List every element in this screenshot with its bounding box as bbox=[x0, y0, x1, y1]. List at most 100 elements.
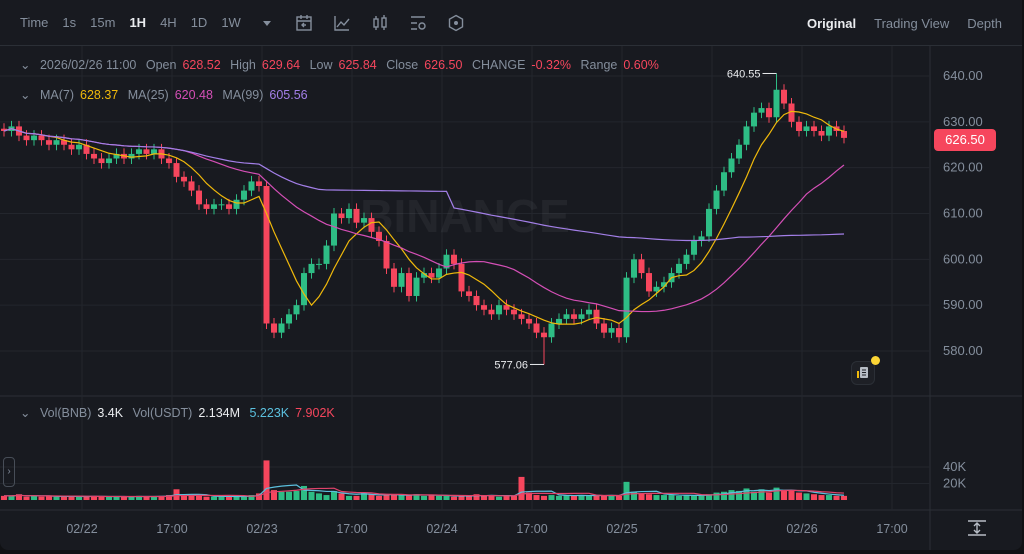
volume-bar bbox=[713, 492, 720, 500]
candle-body bbox=[758, 108, 765, 113]
volume-bar bbox=[278, 491, 285, 500]
watermark-logo: BINANCE bbox=[360, 190, 570, 242]
timeframe-1h[interactable]: 1H bbox=[129, 15, 147, 30]
volume-bar bbox=[151, 496, 157, 500]
candle-body bbox=[233, 199, 240, 209]
volume-bar bbox=[578, 495, 585, 500]
candle-body bbox=[383, 240, 390, 269]
volume-bar bbox=[548, 495, 555, 500]
timeframe-4h[interactable]: 4H bbox=[160, 15, 177, 30]
candle-body bbox=[796, 121, 802, 131]
price-tick-label: 640.00 bbox=[943, 68, 983, 83]
volume-bar bbox=[751, 491, 757, 500]
candle-body bbox=[436, 268, 442, 278]
vol-usdt-label: Vol(USDT) bbox=[132, 406, 193, 420]
volume-bar bbox=[661, 495, 667, 500]
candle-body bbox=[353, 208, 360, 223]
candle-body bbox=[308, 263, 315, 274]
candle-body bbox=[413, 277, 420, 296]
view-depth[interactable]: Depth bbox=[967, 15, 1002, 31]
candle-body bbox=[803, 126, 810, 131]
volume-bar bbox=[526, 492, 532, 500]
range-value: 0.60% bbox=[623, 58, 659, 72]
vol-ma5-value: 5.223K bbox=[249, 406, 290, 420]
candle-body bbox=[211, 204, 217, 209]
volume-bar bbox=[736, 490, 742, 500]
candle-body bbox=[263, 185, 270, 324]
timeframe-1s[interactable]: 1s bbox=[62, 15, 77, 30]
news-button[interactable] bbox=[851, 356, 880, 385]
timeframe-time[interactable]: Time bbox=[20, 15, 49, 30]
view-trading-view[interactable]: Trading View bbox=[874, 15, 950, 31]
volume-bar bbox=[488, 495, 495, 500]
candle-body bbox=[181, 176, 187, 182]
hexagon-settings-icon[interactable] bbox=[447, 14, 465, 32]
vol-bnb-value: 3.4K bbox=[97, 406, 124, 420]
candle-body bbox=[428, 273, 435, 278]
volume-bar bbox=[466, 495, 472, 500]
candle-body bbox=[653, 286, 660, 292]
close-label: Close bbox=[386, 58, 419, 72]
high-marker-label: 640.55 bbox=[727, 68, 761, 80]
time-tick-label: 17:00 bbox=[336, 522, 367, 536]
candle-body bbox=[451, 254, 457, 264]
volume-bar bbox=[803, 493, 810, 500]
candle-body bbox=[661, 282, 667, 287]
volume-bar bbox=[203, 496, 210, 500]
candle-body bbox=[398, 273, 405, 287]
volume-bar bbox=[668, 495, 675, 500]
volume-bar bbox=[16, 494, 22, 500]
volume-bar bbox=[616, 495, 622, 500]
fit-scale-glyph bbox=[968, 520, 986, 536]
candle-body bbox=[196, 190, 202, 205]
line-chart-icon[interactable] bbox=[333, 14, 351, 32]
candle-body bbox=[136, 149, 142, 154]
timeframe-1d[interactable]: 1D bbox=[190, 15, 208, 30]
candle-body bbox=[841, 130, 847, 138]
volume-bar bbox=[833, 495, 840, 500]
candle-body bbox=[128, 153, 135, 159]
volume-bar bbox=[503, 495, 510, 500]
volume-bar bbox=[638, 493, 645, 500]
price-tick-label: 590.00 bbox=[943, 297, 983, 312]
chevron-down-icon[interactable] bbox=[261, 14, 273, 32]
volume-bar bbox=[706, 494, 712, 500]
price-tick-label: 620.00 bbox=[943, 160, 983, 175]
candle-body bbox=[323, 245, 330, 264]
volume-bar bbox=[788, 490, 795, 500]
expand-panel-button[interactable]: › bbox=[3, 457, 15, 487]
volume-bar bbox=[31, 495, 37, 500]
view-original[interactable]: Original bbox=[807, 15, 857, 31]
price-tick-label: 610.00 bbox=[943, 205, 983, 220]
volume-bar bbox=[563, 495, 570, 500]
volume-bar bbox=[436, 495, 442, 500]
candle-body bbox=[571, 314, 577, 319]
candle-body bbox=[481, 305, 487, 310]
calendar-icon[interactable] bbox=[295, 14, 313, 32]
candle-body bbox=[443, 254, 450, 269]
candle-body bbox=[601, 323, 607, 333]
candle-body bbox=[166, 158, 172, 164]
fit-scale-icon[interactable] bbox=[968, 520, 986, 536]
volume-bar bbox=[743, 488, 750, 500]
timeframe-1w[interactable]: 1W bbox=[221, 15, 241, 30]
candle-body bbox=[61, 140, 67, 145]
candle-body bbox=[563, 314, 570, 319]
chevron-down-icon[interactable]: ⌄ bbox=[20, 88, 31, 102]
volume-bar bbox=[121, 496, 127, 500]
chevron-down-icon[interactable]: ⌄ bbox=[20, 406, 31, 420]
candle-body bbox=[788, 103, 795, 122]
candle-body bbox=[271, 323, 277, 333]
candle-body bbox=[106, 158, 112, 164]
candlestick-icon[interactable] bbox=[371, 14, 389, 32]
chevron-down-icon[interactable]: ⌄ bbox=[20, 58, 31, 72]
indicator-settings-icon[interactable] bbox=[409, 14, 427, 32]
volume-bar bbox=[361, 492, 367, 500]
timeframe-15m[interactable]: 15m bbox=[90, 15, 116, 30]
candle-body bbox=[83, 144, 90, 154]
candle-body bbox=[773, 89, 780, 118]
candle-body bbox=[503, 305, 510, 310]
volume-bar bbox=[443, 495, 450, 500]
time-tick-label: 17:00 bbox=[696, 522, 727, 536]
